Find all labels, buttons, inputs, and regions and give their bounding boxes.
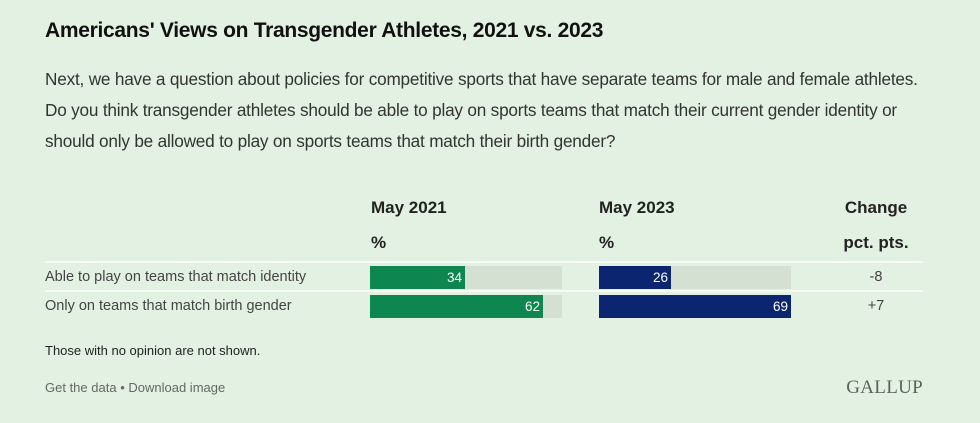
gallup-logo: GALLUP: [846, 377, 923, 398]
column-unit-change: pct. pts.: [843, 233, 909, 252]
question-text: Next, we have a question about policies …: [45, 69, 918, 151]
get-data-link[interactable]: Get the data: [45, 380, 117, 395]
bar-value-label: 34: [446, 270, 462, 285]
header-divider: [45, 261, 923, 263]
link-separator: •: [120, 380, 125, 395]
bar-may-2023: [599, 295, 791, 318]
bar-track: 26: [599, 266, 791, 289]
bar-track: 62: [370, 295, 562, 318]
bar-may-2023: [599, 266, 671, 289]
chart-title: Americans' Views on Transgender Athletes…: [45, 19, 604, 42]
bar-value-label: 26: [652, 270, 668, 285]
column-unit-2023: %: [599, 233, 615, 252]
column-header-change: Change: [844, 198, 908, 217]
column-header-2021: May 2021: [371, 198, 447, 217]
bar-track: 34: [370, 266, 562, 289]
bar-value-label: 62: [524, 299, 540, 314]
bar-may-2021: [370, 295, 543, 318]
bar-value-label: 69: [772, 299, 788, 314]
bar-may-2021: [370, 266, 465, 289]
footnote: Those with no opinion are not shown.: [45, 343, 261, 358]
footer-links: Get the data • Download image: [45, 380, 225, 395]
column-header-2023: May 2023: [599, 198, 675, 217]
row-divider: [45, 290, 923, 292]
row-label: Only on teams that match birth gender: [45, 298, 292, 314]
change-value: +7: [867, 298, 885, 314]
change-value: -8: [869, 269, 883, 285]
bar-track: 69: [599, 295, 791, 318]
download-image-link[interactable]: Download image: [128, 380, 226, 395]
row-label: Able to play on teams that match identit…: [45, 269, 307, 285]
column-unit-2021: %: [371, 233, 387, 252]
